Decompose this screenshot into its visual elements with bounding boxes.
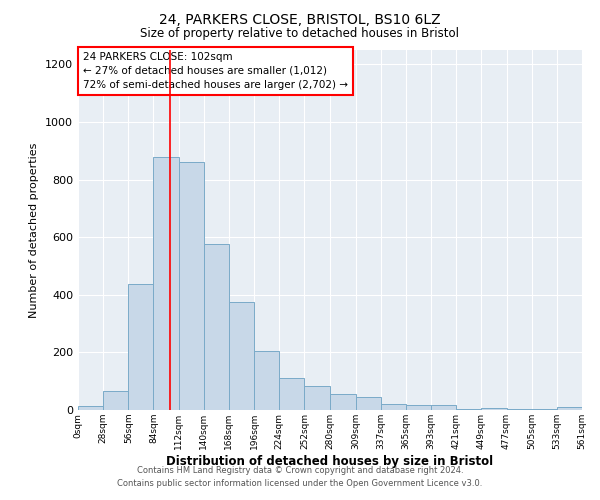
Bar bbox=[431, 406, 456, 410]
Bar bbox=[456, 409, 481, 410]
Bar bbox=[406, 405, 431, 410]
Bar bbox=[481, 408, 506, 410]
Bar bbox=[254, 351, 279, 410]
Bar bbox=[78, 406, 103, 410]
Bar bbox=[179, 162, 204, 410]
Bar bbox=[128, 284, 154, 410]
Bar bbox=[506, 409, 532, 410]
Bar bbox=[279, 378, 304, 410]
Y-axis label: Number of detached properties: Number of detached properties bbox=[29, 142, 40, 318]
Bar bbox=[329, 394, 356, 410]
Text: Size of property relative to detached houses in Bristol: Size of property relative to detached ho… bbox=[140, 28, 460, 40]
Bar bbox=[532, 409, 557, 410]
Bar bbox=[381, 404, 406, 410]
Bar bbox=[356, 397, 381, 410]
Text: 24 PARKERS CLOSE: 102sqm
← 27% of detached houses are smaller (1,012)
72% of sem: 24 PARKERS CLOSE: 102sqm ← 27% of detach… bbox=[83, 52, 348, 90]
Bar bbox=[103, 390, 128, 410]
Bar bbox=[557, 407, 582, 410]
X-axis label: Distribution of detached houses by size in Bristol: Distribution of detached houses by size … bbox=[166, 454, 494, 468]
Bar bbox=[304, 386, 329, 410]
Text: 24, PARKERS CLOSE, BRISTOL, BS10 6LZ: 24, PARKERS CLOSE, BRISTOL, BS10 6LZ bbox=[159, 12, 441, 26]
Text: Contains HM Land Registry data © Crown copyright and database right 2024.
Contai: Contains HM Land Registry data © Crown c… bbox=[118, 466, 482, 487]
Bar bbox=[204, 244, 229, 410]
Bar bbox=[154, 156, 179, 410]
Bar bbox=[229, 302, 254, 410]
